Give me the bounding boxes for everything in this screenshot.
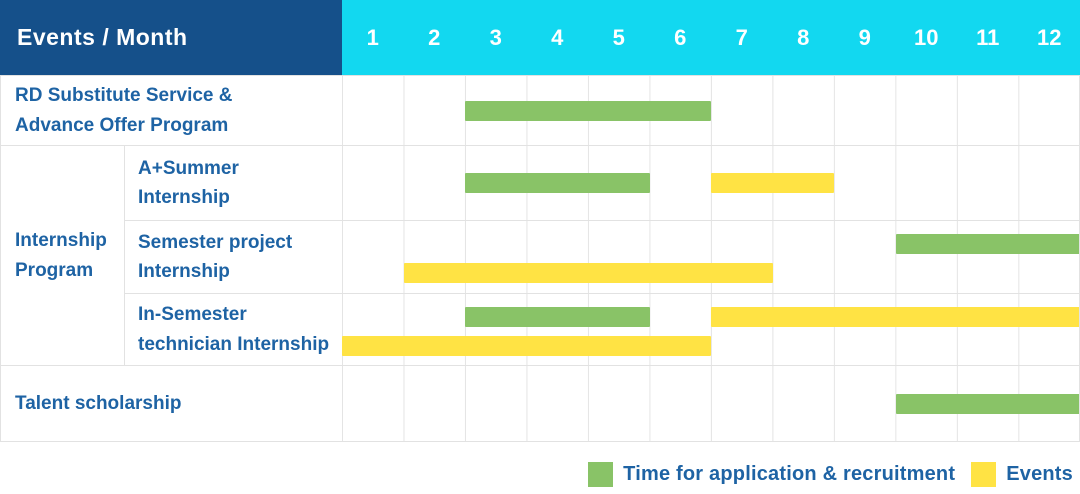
row-label-rd-substitute: RD Substitute Service & Advance Offer Pr… <box>0 75 342 145</box>
chart-row-a-plus-summer <box>342 145 1080 220</box>
chart-row-semester-project <box>342 220 1080 293</box>
gantt-bar-in_semester-application-m3-m5 <box>465 307 650 327</box>
legend-item-events: Events <box>971 461 1073 487</box>
legend-label-events: Events <box>1006 462 1073 485</box>
gantt-bar-in_semester-event-m1-m6 <box>342 336 711 356</box>
month-header-9: 9 <box>858 24 871 50</box>
row-label-in-semester: In-Semester technician Internship <box>124 293 342 365</box>
chart-row-rd-substitute <box>342 75 1080 145</box>
month-header-row: 1 2 3 4 5 6 7 8 9 10 11 12 <box>342 0 1080 75</box>
gantt-bar-a_plus_summer-event-m7-m8 <box>711 173 834 193</box>
gantt-bar-in_semester-event-m7-m12 <box>711 307 1080 327</box>
gantt-bar-semester_project-application-m10-m12 <box>895 234 1080 254</box>
row-group-label-internship-program: Internship Program <box>0 145 124 365</box>
gantt-bar-rd_substitute-application-m3-m6 <box>465 100 711 121</box>
month-header-10: 10 <box>914 24 939 50</box>
month-header-8: 8 <box>797 24 810 50</box>
events-color-swatch <box>971 461 997 487</box>
gantt-bar-talent_scholarship-application-m10-m12 <box>895 394 1080 414</box>
events-month-table: Events / Month 1 2 3 4 5 6 7 8 9 10 11 12 RD Substi… <box>0 0 1080 442</box>
row-label-a-plus-summer: A+Summer Internship <box>124 145 342 220</box>
month-header-5: 5 <box>612 24 625 50</box>
table-header-label: Events / Month <box>0 0 342 75</box>
legend-label-application: Time for application & recruitment <box>623 462 956 485</box>
month-header-1: 1 <box>366 24 379 50</box>
legend-item-application: Time for application & recruitment <box>588 461 956 487</box>
month-header-3: 3 <box>489 24 502 50</box>
month-header-7: 7 <box>735 24 748 50</box>
chart-row-in-semester <box>342 293 1080 365</box>
application-color-swatch <box>588 461 614 487</box>
row-label-talent-scholarship: Talent scholarship <box>0 365 342 442</box>
month-header-6: 6 <box>674 24 687 50</box>
row-label-semester-project: Semester project Internship <box>124 220 342 293</box>
month-header-12: 12 <box>1037 24 1062 50</box>
chart-row-talent-scholarship <box>342 365 1080 442</box>
legend: Time for application & recruitment Event… <box>588 459 1073 489</box>
month-header-2: 2 <box>428 24 441 50</box>
month-header-11: 11 <box>976 24 1000 50</box>
month-header-4: 4 <box>551 24 564 50</box>
gantt-bar-a_plus_summer-application-m3-m5 <box>465 173 650 193</box>
gantt-bar-semester_project-event-m2-m7 <box>403 263 773 283</box>
